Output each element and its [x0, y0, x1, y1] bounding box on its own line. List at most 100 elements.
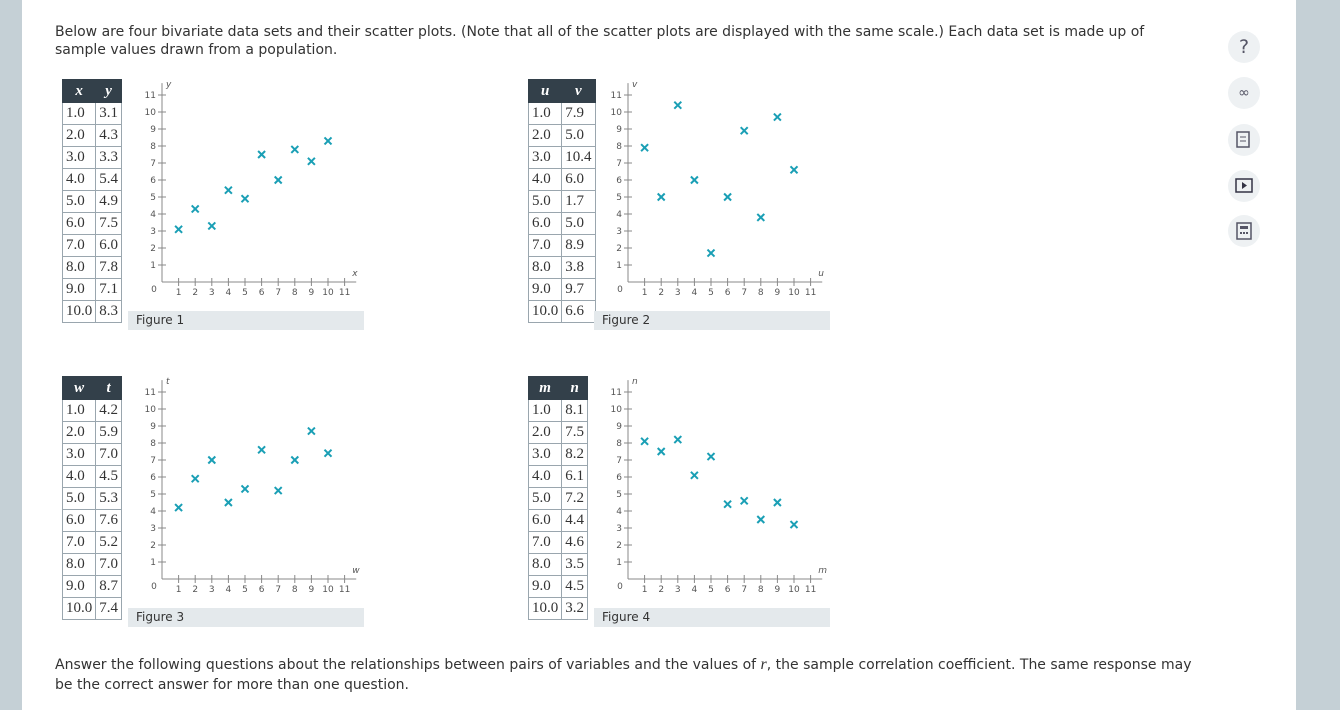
point-stroke: [656, 192, 666, 202]
x-tick-label: 10: [322, 288, 334, 298]
point-stroke: [257, 445, 266, 455]
table-row: 2.0 4.3: [61, 124, 122, 147]
table-cell: 2.0: [61, 421, 97, 444]
x-tick-label: 9: [309, 288, 315, 298]
table-row: 1.0 3.1: [61, 102, 122, 125]
y-tick-label: 7: [150, 159, 156, 169]
point-stroke: [174, 503, 183, 512]
data-point: [207, 455, 217, 465]
point-stroke: [706, 248, 716, 258]
table-cell: 5.2: [95, 531, 122, 554]
table-cell: 5.0: [561, 212, 596, 235]
table-cell: 9.0: [527, 278, 563, 301]
table-cell: 4.3: [95, 124, 122, 147]
link-icon[interactable]: ∞: [1228, 77, 1260, 109]
table-row: 9.0 8.7: [61, 575, 122, 598]
icon: [1235, 178, 1253, 193]
left-margin: [0, 0, 22, 710]
point-stroke: [290, 455, 300, 465]
point-stroke: [723, 192, 732, 202]
data-point: [690, 175, 699, 185]
table-row: 4.0 6.0: [527, 168, 596, 191]
table-cell: 4.4: [561, 509, 588, 532]
table-cell: 5.3: [95, 487, 122, 510]
data-point: [673, 435, 683, 444]
x-tick-label: 2: [658, 585, 664, 595]
table-cell: 8.0: [527, 256, 563, 279]
table-row: 9.0 9.7: [527, 278, 596, 301]
point-stroke: [190, 204, 200, 214]
y-tick-label: 8: [150, 142, 156, 152]
table-row: 6.0 7.5: [61, 212, 122, 235]
point-stroke: [789, 520, 799, 529]
table-row: 4.0 4.5: [61, 465, 122, 488]
y-tick-label: 10: [611, 108, 623, 118]
table-cell: 1.0: [527, 102, 563, 125]
data-table: m n 1.0 8.1 2.0 7.5 3.0 8.2 4.0 6.1 5.0 7.2 6.0 4.4 7.…: [527, 376, 588, 620]
table-cell: 6.0: [527, 509, 563, 532]
x-tick-label: 2: [658, 288, 664, 298]
table-cell: 6.0: [527, 212, 563, 235]
point-stroke: [723, 499, 732, 509]
table-row: 3.0 7.0: [61, 443, 122, 466]
data-point: [773, 498, 782, 507]
data-point: [789, 165, 799, 175]
table-cell: 8.0: [527, 553, 563, 576]
point-stroke: [739, 496, 749, 506]
help-button[interactable]: ?: [1228, 31, 1260, 63]
table-cell: 7.4: [95, 597, 122, 620]
y-tick-label: 1: [150, 558, 156, 568]
x-tick-label: 8: [292, 585, 298, 595]
table-cell: 4.6: [561, 531, 588, 554]
x-tick-label: 6: [259, 585, 265, 595]
table-cell: 10.0: [61, 300, 97, 323]
point-stroke: [307, 426, 316, 436]
point-stroke: [723, 499, 732, 509]
table-cell: 7.8: [95, 256, 122, 279]
y-tick-label: 6: [616, 176, 622, 186]
video-icon[interactable]: [1228, 170, 1260, 202]
y-tick-label: 4: [616, 507, 622, 517]
y-tick-label: 9: [616, 422, 622, 432]
point-stroke: [240, 194, 250, 203]
point-stroke: [273, 175, 283, 185]
x-tick-label: 11: [805, 288, 816, 298]
y-tick-label: 11: [611, 388, 622, 398]
point-stroke: [224, 498, 233, 507]
y-tick-label: 9: [150, 422, 156, 432]
point-stroke: [257, 150, 266, 159]
y-tick-label: 7: [616, 456, 622, 466]
table-cell: 3.3: [95, 146, 122, 169]
column-header: w: [61, 376, 97, 400]
point-stroke: [656, 447, 666, 456]
table-cell: 8.0: [61, 553, 97, 576]
y-tick-label: 10: [611, 405, 623, 415]
notes-icon[interactable]: [1228, 124, 1260, 156]
table-cell: 6.6: [561, 300, 596, 323]
table-row: 3.0 10.4: [527, 146, 596, 169]
point-stroke: [690, 175, 699, 185]
table-cell: 7.5: [561, 421, 588, 444]
table-cell: 5.9: [95, 421, 122, 444]
data-table: u v 1.0 7.9 2.0 5.0 3.0 10.4 4.0 6.0 5.0 1.7 6.0 5.0 7…: [527, 79, 596, 323]
point-stroke: [690, 471, 699, 480]
y-tick-label: 3: [616, 524, 622, 534]
point-stroke: [174, 503, 183, 512]
table-cell: 5.0: [561, 124, 596, 147]
table-cell: 6.1: [561, 465, 588, 488]
data-point: [739, 496, 749, 506]
table-cell: 3.0: [527, 443, 563, 466]
x-tick-label: 5: [242, 585, 248, 595]
point-stroke: [640, 143, 649, 152]
calculator-icon[interactable]: [1228, 215, 1260, 247]
y-axis-label: v: [632, 80, 638, 90]
table-cell: 8.0: [61, 256, 97, 279]
table-row: 10.0 3.2: [527, 597, 588, 620]
data-point: [640, 437, 649, 446]
data-point: [640, 143, 649, 152]
point-stroke: [773, 498, 782, 507]
data-point: [307, 426, 316, 436]
